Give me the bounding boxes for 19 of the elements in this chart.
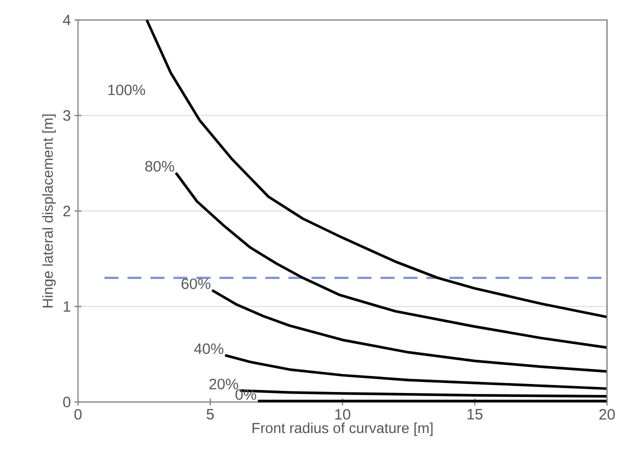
x-tick-label: 20 — [599, 409, 615, 420]
series-label: 0% — [236, 389, 256, 400]
x-tick-label: 5 — [206, 409, 214, 420]
series-label: 40% — [194, 343, 224, 354]
y-tick-label: 0 — [63, 396, 70, 408]
y-axis-title: Hinge lateral displacement [m] — [42, 114, 56, 308]
series-label: 20% — [209, 378, 238, 390]
line-series — [145, 18, 608, 318]
series-label: 100% — [108, 84, 146, 96]
y-tick-label: 1 — [64, 301, 70, 312]
y-tick-label: 3 — [63, 110, 70, 121]
x-tick-label: 10 — [335, 409, 350, 420]
y-tick-label: 2 — [63, 206, 70, 216]
x-tick-label: 0 — [74, 409, 82, 420]
series-label: 60% — [182, 278, 210, 290]
series-label: 80% — [145, 160, 174, 172]
x-tick-label: 15 — [468, 409, 482, 420]
y-tick-label: 4 — [62, 14, 71, 26]
x-axis-title: Front radius of curvature [m] — [252, 422, 433, 436]
